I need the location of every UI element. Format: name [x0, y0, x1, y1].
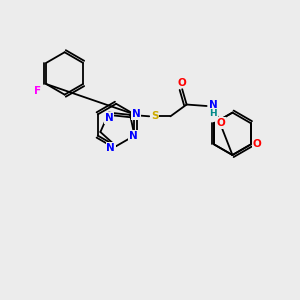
Text: N: N	[129, 130, 137, 141]
Text: S: S	[151, 111, 158, 121]
Text: O: O	[216, 118, 225, 128]
Text: N: N	[209, 100, 218, 110]
Text: O: O	[253, 140, 262, 149]
Text: O: O	[178, 78, 187, 88]
Text: N: N	[105, 113, 113, 123]
Text: N: N	[132, 110, 140, 119]
Text: F: F	[34, 85, 42, 95]
Text: H: H	[209, 110, 217, 118]
Text: N: N	[106, 142, 115, 153]
